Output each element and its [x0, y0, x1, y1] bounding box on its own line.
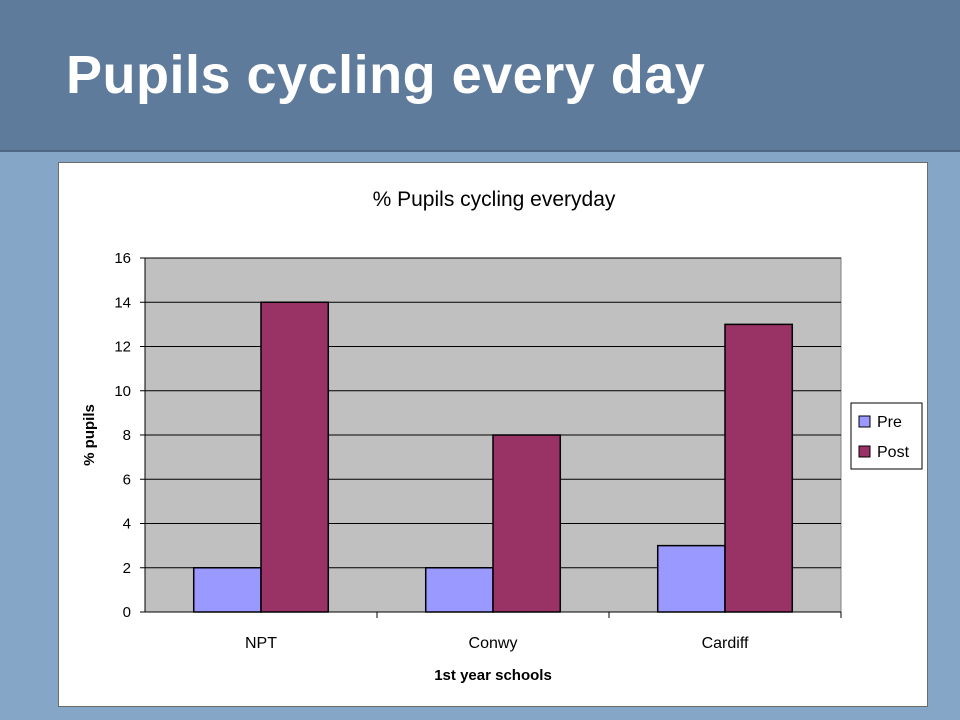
legend-box	[850, 402, 923, 470]
y-tick-label: 0	[123, 604, 131, 621]
y-tick-label: 14	[114, 294, 131, 311]
x-axis-label: 1st year schools	[434, 667, 552, 684]
y-tick-label: 10	[114, 383, 131, 400]
bar-post-npt	[260, 301, 330, 613]
bar-chart: % Pupils cycling everyday 0 2 4 6 8 10 12 14 16 N…	[81, 188, 923, 684]
bar-pre-cardiff	[656, 544, 726, 613]
slide-header: Pupils cycling every day	[0, 0, 960, 152]
y-tick-label: 12	[114, 339, 131, 356]
bar-pre-conwy	[424, 567, 494, 613]
bar-post-conwy	[492, 434, 562, 613]
y-tick-label: 6	[123, 471, 131, 488]
y-tick-label: 8	[123, 427, 131, 444]
legend-label-post: Post	[877, 444, 910, 461]
bar-pre-npt	[192, 567, 262, 613]
bars	[192, 301, 794, 613]
bar-post-cardiff	[724, 323, 794, 613]
slide-title: Pupils cycling every day	[66, 45, 706, 105]
x-tick-label: Cardiff	[702, 635, 749, 652]
y-axis-label: % pupils	[81, 404, 98, 466]
y-tick-label: 2	[123, 560, 131, 577]
y-tick-label: 16	[114, 250, 131, 267]
x-tick-label: NPT	[245, 635, 277, 652]
axes: 0 2 4 6 8 10 12 14 16 NPT Conwy Cardiff	[114, 250, 842, 652]
chart-title: % Pupils cycling everyday	[373, 188, 616, 211]
y-tick-label: 4	[123, 516, 131, 533]
legend-swatch-post	[858, 445, 871, 458]
legend-swatch-pre	[858, 415, 871, 428]
x-tick-label: Conwy	[469, 635, 518, 652]
chart-panel: % Pupils cycling everyday 0 2 4 6 8 10 12 14 16 N…	[58, 162, 928, 707]
legend: Pre Post	[850, 402, 923, 470]
legend-label-pre: Pre	[877, 414, 902, 431]
